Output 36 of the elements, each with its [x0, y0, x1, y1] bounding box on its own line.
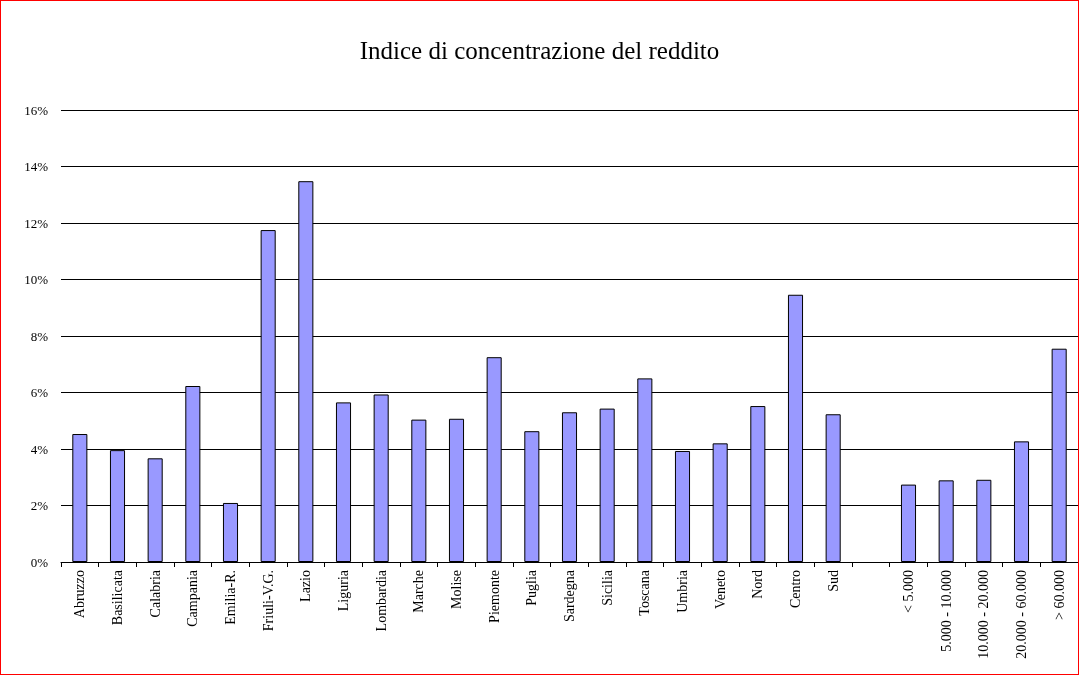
x-tick-label: Sardegna — [562, 569, 577, 623]
y-tick-label: 10% — [24, 272, 49, 287]
x-tick-label: Nord — [750, 570, 766, 599]
x-tick-label: Sicilia — [599, 569, 615, 606]
y-tick-label: 0% — [30, 554, 49, 570]
y-tick-label: 2% — [30, 498, 49, 513]
x-tick-label: Umbria — [675, 569, 690, 613]
x-tick-label: Piemonte — [486, 570, 502, 623]
x-tick-label: Sud — [825, 570, 841, 592]
x-tick-label: < 5.000 — [901, 570, 916, 613]
x-tick-label: Friuli-V.G. — [260, 570, 276, 632]
y-tick-label: 8% — [30, 328, 49, 344]
x-tick-label: Emilia-R. — [223, 570, 238, 625]
x-tick-label: Puglia — [524, 569, 540, 606]
x-tick-label: Lombardia — [373, 569, 389, 632]
y-tick-label: 4% — [30, 441, 49, 457]
y-tick-label: 16% — [24, 102, 49, 118]
x-tick-label: Liguria — [336, 569, 351, 612]
x-tick-label: Veneto — [712, 570, 728, 609]
x-tick-label: > 60.000 — [1051, 570, 1067, 620]
y-tick-label: 14% — [24, 159, 49, 174]
x-tick-label: Abruzzo — [72, 570, 88, 619]
x-tick-label: Lazio — [298, 570, 314, 602]
y-tick-label: 12% — [24, 215, 49, 231]
x-tick-label: Molise — [449, 570, 464, 609]
x-tick-label: 10.000 - 20.000 — [976, 570, 992, 659]
x-tick-label: Basilicata — [110, 569, 125, 626]
chart-title: Indice di concentrazione del reddito — [359, 37, 720, 64]
x-tick-label: 20.000 - 60.000 — [1014, 570, 1029, 659]
y-tick-label: 6% — [30, 385, 49, 400]
x-tick-label: Calabria — [147, 569, 163, 618]
x-tick-label: Centro — [788, 570, 803, 609]
x-tick-label: 5.000 - 10.000 — [938, 570, 954, 652]
x-tick-label: Marche — [411, 570, 427, 613]
x-tick-label: Campania — [185, 569, 201, 627]
x-tick-label: Toscana — [637, 569, 653, 616]
